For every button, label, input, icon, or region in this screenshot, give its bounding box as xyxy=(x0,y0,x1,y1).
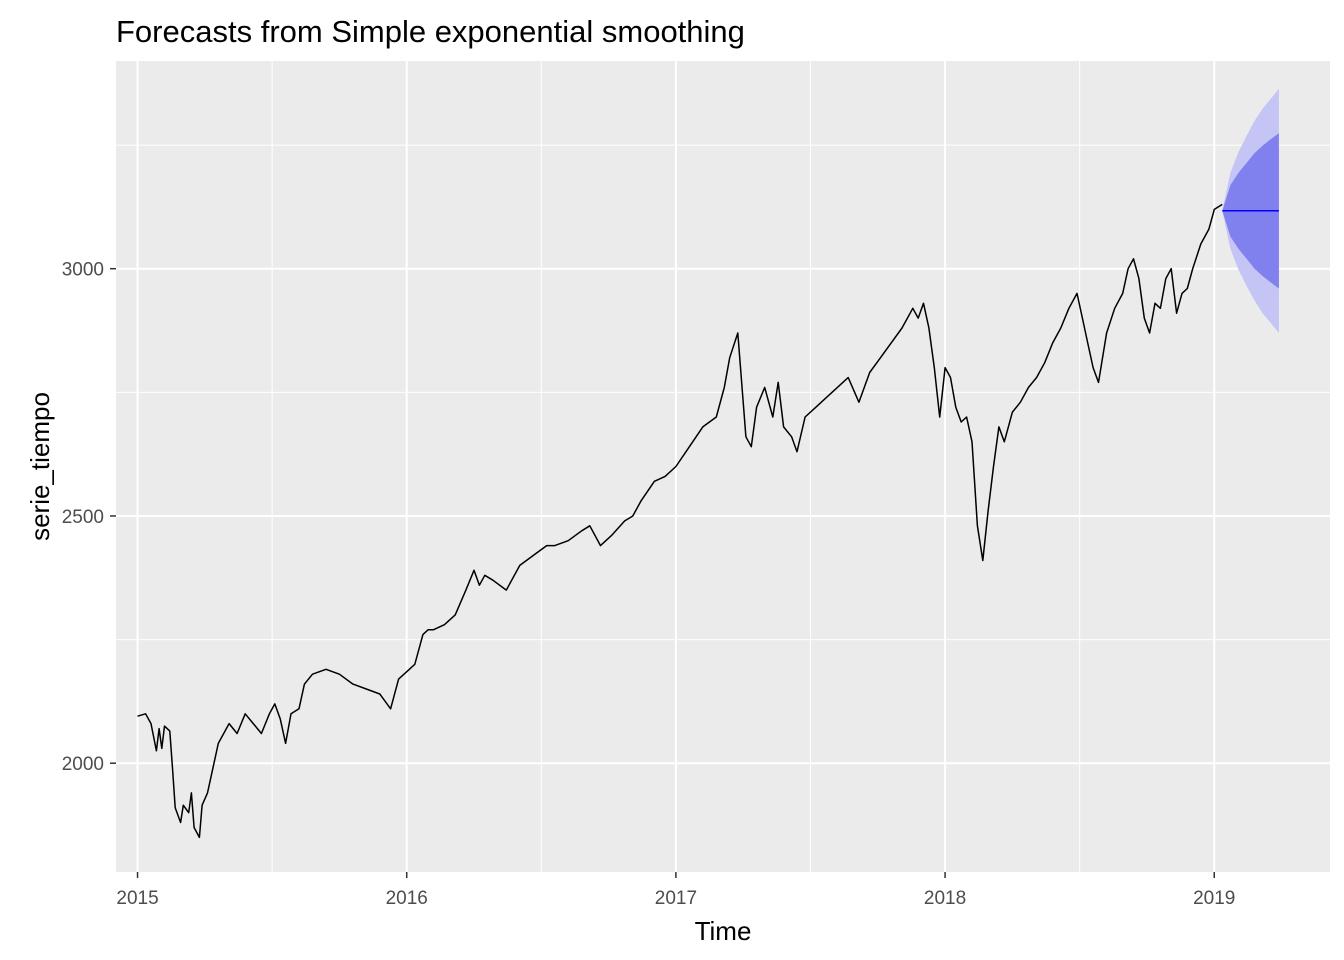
chart-title: Forecasts from Simple exponential smooth… xyxy=(116,14,745,49)
series-lines xyxy=(137,203,1279,839)
x-tick-label: 2019 xyxy=(1193,888,1235,909)
axes: 2015 2016 2017 2018 2019 2000 2500 3000 xyxy=(62,260,1236,909)
x-tick-label: 2018 xyxy=(924,888,966,909)
x-tick-label: 2016 xyxy=(386,888,428,909)
x-tick-label: 2017 xyxy=(655,888,697,909)
y-axis-title: serie_tiempo xyxy=(25,392,55,541)
x-axis-title: Time xyxy=(695,916,752,946)
x-tick-label: 2015 xyxy=(116,888,158,909)
observed-series-line xyxy=(137,203,1223,839)
y-tick-label: 2000 xyxy=(62,754,104,775)
plot-panel xyxy=(116,61,1330,872)
y-tick-label: 3000 xyxy=(62,260,104,281)
y-tick-label: 2500 xyxy=(62,507,104,528)
